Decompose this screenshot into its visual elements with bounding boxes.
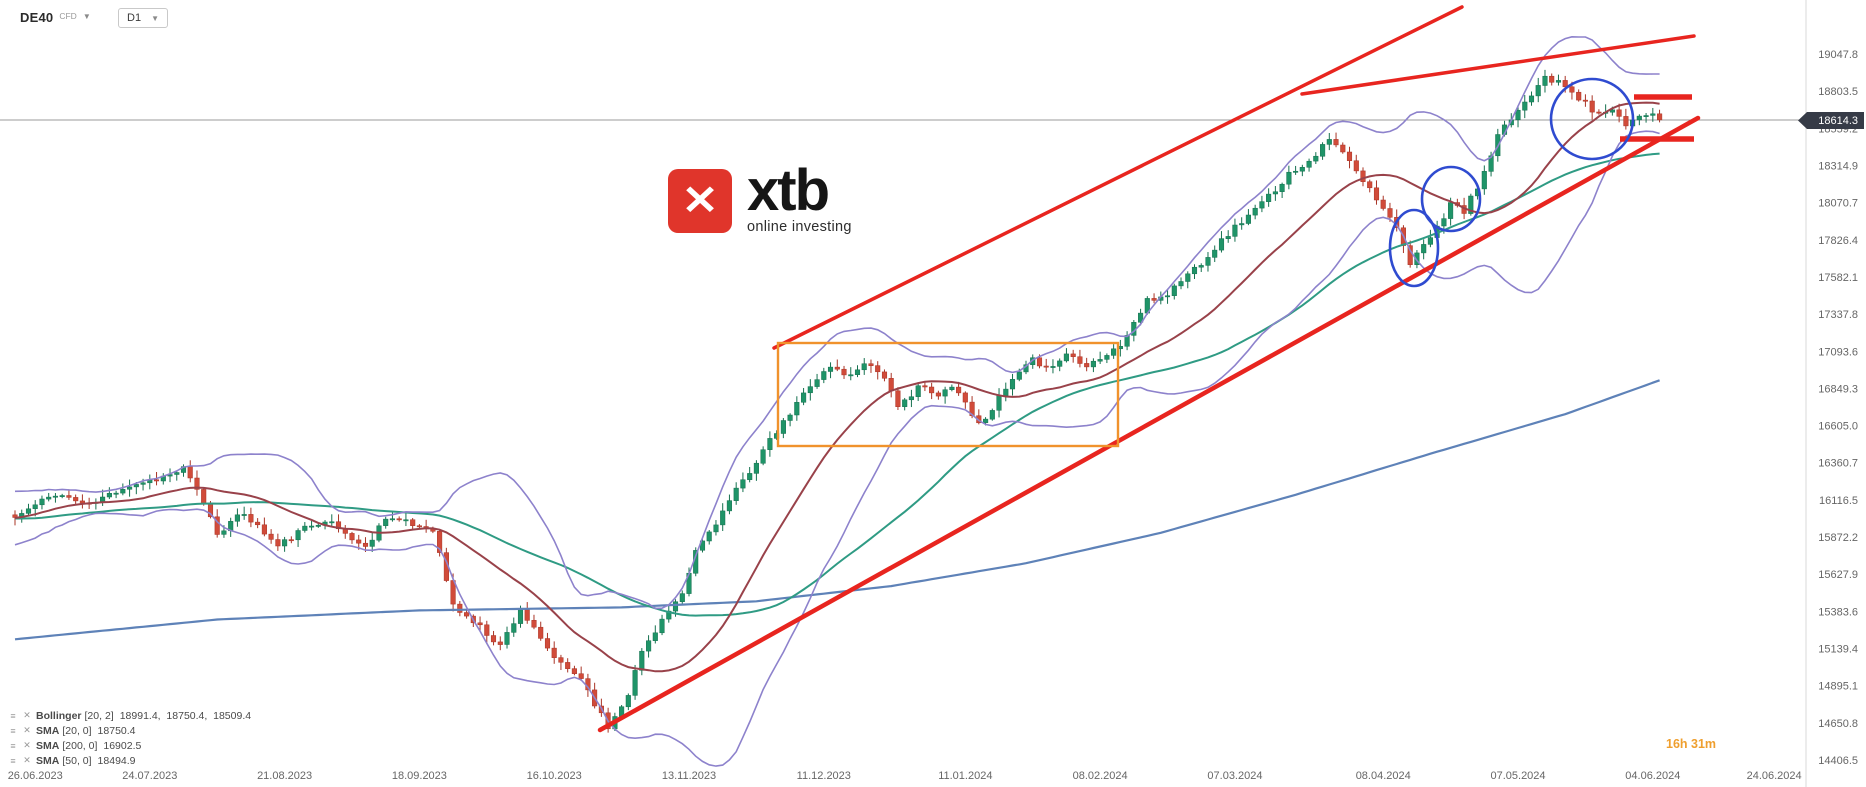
y-axis-label[interactable]: 19047.8 <box>1818 49 1858 61</box>
indicator-settings-icon[interactable]: ≡ <box>10 710 16 721</box>
x-axis-label[interactable]: 08.04.2024 <box>1356 770 1411 782</box>
instrument-selector[interactable]: DE40 CFD ▼ <box>20 10 91 25</box>
x-axis-label[interactable]: 21.08.2023 <box>257 770 312 782</box>
indicator-params: [50, 0] <box>62 754 92 767</box>
y-axis-labels: 19047.818803.518559.218314.918070.717826… <box>1818 49 1858 767</box>
y-axis-label[interactable]: 14650.8 <box>1818 718 1858 730</box>
y-axis-label[interactable]: 14895.1 <box>1818 681 1858 693</box>
y-axis-label[interactable]: 14406.5 <box>1818 755 1858 767</box>
bollinger-lower-line <box>14 130 1660 767</box>
x-axis-label[interactable]: 11.12.2023 <box>797 770 851 782</box>
y-axis-label[interactable]: 17826.4 <box>1818 235 1858 247</box>
instrument-type-label: CFD <box>59 11 77 21</box>
timeframe-dropdown[interactable]: D1 ▼ <box>118 8 168 28</box>
y-axis-label[interactable]: 18803.5 <box>1818 86 1858 98</box>
symbol-label[interactable]: DE40 <box>20 10 54 25</box>
timeframe-caret-icon[interactable]: ▼ <box>151 13 159 23</box>
x-axis-label[interactable]: 08.02.2024 <box>1073 770 1128 782</box>
sma20-line <box>14 101 1660 673</box>
y-axis-label[interactable]: 17093.6 <box>1818 346 1858 358</box>
indicator-values: 18750.4 <box>97 724 136 737</box>
indicator-settings-icon[interactable]: ≡ <box>10 755 16 766</box>
x-axis-label[interactable]: 13.11.2023 <box>662 770 716 782</box>
current-price-tag: 18614.3 <box>1798 112 1864 129</box>
trend-line[interactable] <box>1300 34 1696 96</box>
indicator-settings-icon[interactable]: ≡ <box>10 725 16 736</box>
x-axis-label[interactable]: 24.07.2023 <box>122 770 177 782</box>
x-axis-labels: 26.06.2023 24.07.2023 21.08.2023 18.09.2023… <box>8 770 1802 782</box>
xtb-logo-x: ✕ <box>681 177 719 223</box>
candle-countdown: 16h 31m <box>1666 737 1717 751</box>
indicator-row-sma20: ≡ ✕ SMA [20, 0] 18750.4 <box>8 723 251 738</box>
y-axis-label[interactable]: 16360.7 <box>1818 458 1858 470</box>
indicator-row-sma50: ≡ ✕ SMA [50, 0] 18494.9 <box>8 753 251 768</box>
indicator-values: 18494.9 <box>97 754 136 767</box>
indicator-values: 16902.5 <box>103 739 142 752</box>
indicator-lines-layer <box>14 35 1660 767</box>
sma200-line <box>14 379 1660 641</box>
x-axis-label[interactable]: 04.06.2024 <box>1625 770 1680 782</box>
indicator-params: [20, 2] <box>84 709 114 722</box>
bollinger-upper-line <box>14 35 1660 610</box>
y-axis-label[interactable]: 15383.6 <box>1818 606 1858 618</box>
symbol-dropdown-caret-icon[interactable]: ▼ <box>82 12 91 21</box>
drawn-analysis-layer <box>597 5 1701 733</box>
brand-name: xtb <box>747 158 830 223</box>
highlight-circle[interactable] <box>1420 165 1482 233</box>
chart-baselines <box>0 0 1807 787</box>
x-axis-label[interactable]: 26.06.2023 <box>8 770 63 782</box>
y-axis-label[interactable]: 15139.4 <box>1818 644 1858 656</box>
indicator-name: SMA <box>36 724 60 737</box>
y-axis-label[interactable]: 18314.9 <box>1818 160 1858 172</box>
highlight-circle[interactable] <box>1549 77 1635 161</box>
indicator-remove-icon[interactable]: ✕ <box>23 740 31 750</box>
indicator-params: [200, 0] <box>62 739 98 752</box>
indicator-name: Bollinger <box>36 709 82 722</box>
indicator-row-bollinger: ≡ ✕ Bollinger [20, 2] 18991.4, 18750.4, 18… <box>8 708 251 723</box>
candles-layer <box>12 69 1663 733</box>
trend-line[interactable] <box>597 115 1701 733</box>
current-price-value: 18614.3 <box>1818 114 1858 127</box>
indicator-remove-icon[interactable]: ✕ <box>23 725 31 735</box>
indicator-remove-icon[interactable]: ✕ <box>23 755 31 765</box>
y-axis-label[interactable]: 15627.9 <box>1818 569 1858 581</box>
trend-line[interactable] <box>772 5 1464 350</box>
y-axis-label[interactable]: 15872.2 <box>1818 532 1858 544</box>
brand-tagline: online investing <box>747 219 852 236</box>
indicator-params: [20, 0] <box>62 724 92 737</box>
x-axis-label[interactable]: 16.10.2023 <box>527 770 582 782</box>
y-axis-label[interactable]: 17337.8 <box>1818 309 1858 321</box>
x-axis-label[interactable]: 24.06.2024 <box>1747 770 1802 782</box>
indicator-row-sma200: ≡ ✕ SMA [200, 0] 16902.5 <box>8 738 251 753</box>
y-axis-label[interactable]: 16116.5 <box>1819 495 1858 507</box>
highlight-circle[interactable] <box>1388 208 1440 288</box>
xtb-logo-icon: ✕ <box>668 168 732 233</box>
x-axis-label[interactable]: 07.05.2024 <box>1490 770 1545 782</box>
x-axis-label[interactable]: 07.03.2024 <box>1207 770 1262 782</box>
timeframe-value[interactable]: D1 <box>127 12 142 24</box>
indicator-legend: ≡ ✕ Bollinger [20, 2] 18991.4, 18750.4, 18… <box>8 708 251 768</box>
consolidation-rectangle[interactable] <box>776 341 1120 448</box>
x-axis-label[interactable]: 11.01.2024 <box>938 770 992 782</box>
indicator-values: 18991.4, 18750.4, 18509.4 <box>119 709 252 722</box>
y-axis-label[interactable]: 18070.7 <box>1818 198 1858 210</box>
y-axis-label[interactable]: 17582.1 <box>1818 272 1858 284</box>
indicator-remove-icon[interactable]: ✕ <box>23 710 31 720</box>
y-axis-label[interactable]: 16605.0 <box>1818 421 1858 433</box>
xtb-watermark: ✕ xtb online investing <box>668 158 852 236</box>
indicator-name: SMA <box>36 754 60 767</box>
indicator-settings-icon[interactable]: ≡ <box>10 740 16 751</box>
sma50-line <box>15 152 1660 617</box>
x-axis-label[interactable]: 18.09.2023 <box>392 770 447 782</box>
indicator-name: SMA <box>36 739 60 752</box>
y-axis-label[interactable]: 16849.3 <box>1818 383 1858 395</box>
